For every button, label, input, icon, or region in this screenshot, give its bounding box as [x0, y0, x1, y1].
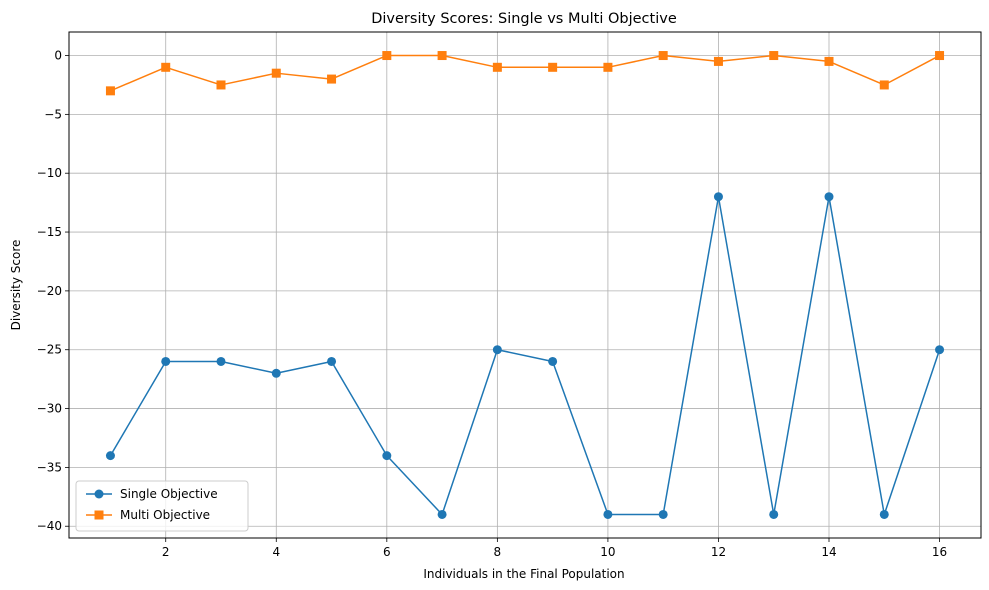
x-tick-label: 8	[494, 545, 502, 559]
legend-label-1: Single Objective	[120, 487, 218, 501]
series-1-marker	[437, 509, 447, 519]
series-2-marker	[603, 62, 613, 72]
x-tick-label: 6	[383, 545, 391, 559]
series-1-marker	[105, 451, 115, 461]
y-tick-label: −40	[37, 519, 62, 533]
series-line-2	[110, 54, 940, 92]
series-2-marker	[769, 51, 779, 61]
series-1-marker	[603, 509, 613, 519]
series-line-1	[109, 195, 941, 516]
series-2-marker	[713, 56, 723, 66]
legend-box	[75, 480, 249, 532]
legend: Single Objective Multi Objective	[75, 480, 249, 532]
series-1-marker	[216, 356, 226, 366]
series-1-marker	[327, 356, 337, 366]
y-tick-label: −15	[37, 225, 62, 239]
series-1-marker	[658, 509, 668, 519]
x-tick-label: 4	[272, 545, 280, 559]
series-2-marker	[327, 74, 337, 84]
series-2-marker	[548, 62, 558, 72]
series-1-marker	[492, 345, 502, 355]
y-tick-label: −30	[37, 402, 62, 416]
legend-marker-2	[94, 510, 104, 520]
series-2-marker	[824, 56, 834, 66]
series-1-marker	[879, 509, 889, 519]
series-2-marker	[658, 51, 668, 61]
x-tick-label: 12	[711, 545, 726, 559]
legend-label-2: Multi Objective	[120, 508, 210, 522]
series-2-marker	[492, 62, 502, 72]
x-axis-ticks: 2 4 6 8 10 12 14 16	[162, 538, 947, 559]
series-2-marker	[935, 51, 945, 61]
series-2-marker	[382, 51, 392, 61]
series-2-marker	[161, 62, 171, 72]
y-tick-label: −35	[37, 460, 62, 474]
x-tick-label: 16	[932, 545, 947, 559]
series-2-marker	[271, 68, 281, 78]
y-tick-label: −25	[37, 343, 62, 357]
series-1-marker	[824, 192, 834, 202]
x-axis-label: Individuals in the Final Population	[423, 567, 624, 581]
series-1-marker	[713, 192, 723, 202]
y-tick-label: −10	[37, 166, 62, 180]
series-2-marker	[437, 51, 447, 61]
series-1-marker	[935, 345, 945, 355]
series-1-marker	[382, 451, 392, 461]
y-tick-label: −20	[37, 284, 62, 298]
series-2-marker	[105, 86, 115, 96]
series-1-marker	[161, 356, 171, 366]
series-2-marker	[879, 80, 889, 90]
chart-title: Diversity Scores: Single vs Multi Object…	[371, 11, 677, 27]
series-1-marker	[548, 356, 558, 366]
series-2-marker	[216, 80, 226, 90]
series-group	[105, 51, 945, 519]
x-tick-label: 14	[821, 545, 836, 559]
x-tick-label: 10	[600, 545, 615, 559]
y-tick-label: −5	[44, 107, 62, 121]
legend-marker-1	[94, 489, 104, 499]
series-1-marker	[769, 509, 779, 519]
y-axis-label: Diversity Score	[9, 240, 23, 331]
y-axis-ticks: 0 −5 −10 −15 −20 −25 −30 −35 −40	[37, 49, 69, 533]
series-1-marker	[271, 368, 281, 378]
grid-lines	[69, 32, 981, 538]
y-tick-label: 0	[54, 49, 62, 63]
plot-frame	[68, 31, 982, 539]
x-tick-label: 2	[162, 545, 170, 559]
